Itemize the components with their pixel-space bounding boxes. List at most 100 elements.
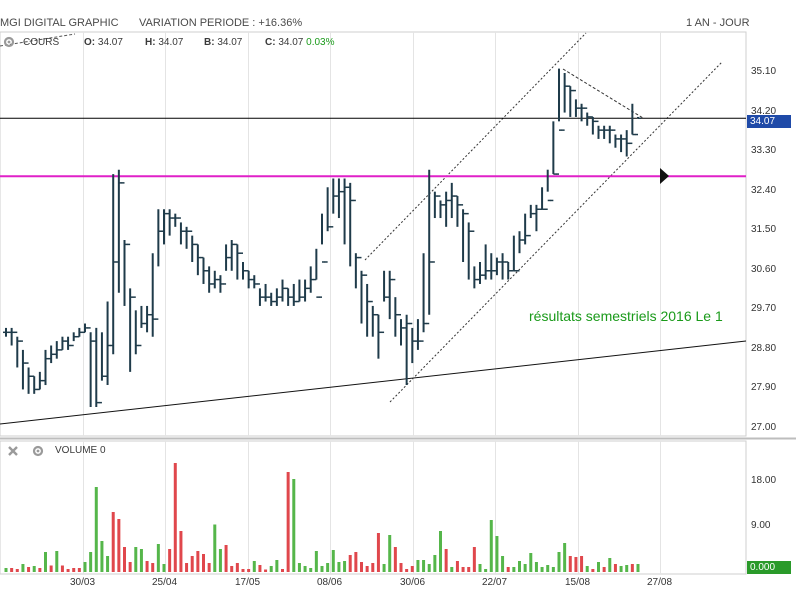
price-bar xyxy=(386,270,393,320)
price-bar xyxy=(87,327,94,408)
price-bar xyxy=(132,296,139,355)
volume-bar xyxy=(21,564,25,572)
volume-bar xyxy=(574,557,578,572)
price-bar xyxy=(234,243,241,280)
last-price-tag: 34.07 xyxy=(750,116,776,127)
volume-bar xyxy=(399,563,403,572)
volume-bar xyxy=(472,547,476,572)
settings-icon[interactable] xyxy=(3,36,15,48)
date-axis-tick-label: 22/07 xyxy=(482,577,508,588)
price-bar xyxy=(138,305,145,347)
volume-bar xyxy=(551,567,555,572)
period-selector[interactable]: 1 AN - JOUR xyxy=(686,17,750,29)
volume-bar xyxy=(422,560,426,572)
price-bar xyxy=(324,187,331,263)
volume-bar xyxy=(83,562,87,572)
price-bar xyxy=(98,332,105,404)
price-bar xyxy=(25,362,32,394)
price-bar xyxy=(618,134,625,153)
price-bar xyxy=(477,261,483,284)
volume-bar xyxy=(134,547,138,572)
volume-bar xyxy=(444,549,448,572)
price-bar xyxy=(420,253,427,342)
price-bar xyxy=(392,278,399,337)
volume-axis-tick-label: 18.00 xyxy=(751,475,777,486)
volume-bar xyxy=(27,567,31,572)
last-volume-tag-bg xyxy=(747,561,791,574)
price-bar xyxy=(70,332,77,347)
volume-bar xyxy=(630,564,634,572)
channel-upper-line xyxy=(364,32,587,261)
volume-bar xyxy=(202,554,205,572)
settings-icon[interactable] xyxy=(32,445,44,457)
volume-bar xyxy=(89,552,93,572)
price-bar xyxy=(273,288,280,306)
price-bar xyxy=(443,191,450,227)
volume-bar xyxy=(416,560,420,572)
close-icon[interactable] xyxy=(7,445,19,457)
volume-bar xyxy=(241,569,245,572)
price-bar xyxy=(612,129,619,148)
volume-bar xyxy=(60,565,64,572)
close-value: 34.07 xyxy=(278,37,304,48)
price-bar xyxy=(296,279,303,303)
price-bar xyxy=(398,313,404,346)
close-value-legend: C: 34.07 0.03% xyxy=(265,37,335,48)
price-bar xyxy=(48,345,55,364)
price-bar xyxy=(488,253,495,280)
volume-bar xyxy=(269,566,273,572)
price-bar xyxy=(375,313,382,359)
volume-bar xyxy=(546,565,550,572)
volume-bar xyxy=(235,563,239,572)
price-bar xyxy=(352,199,359,289)
volume-bar xyxy=(162,564,166,572)
volume-bar xyxy=(258,565,262,572)
price-axis-tick-label: 33.30 xyxy=(751,145,777,157)
volume-bar xyxy=(207,563,211,572)
volume-axis-tick-label: 9.00 xyxy=(751,520,771,531)
volume-value: 0 xyxy=(100,445,106,456)
date-axis-tick-label: 25/04 xyxy=(152,577,178,588)
volume-bar xyxy=(303,566,307,572)
volume-bar xyxy=(433,555,437,572)
price-bar xyxy=(448,182,455,219)
price-bar xyxy=(262,283,269,302)
price-bar xyxy=(527,204,534,237)
price-bar xyxy=(3,327,9,337)
price-bar xyxy=(493,257,500,276)
volume-bar xyxy=(506,567,510,572)
price-bar xyxy=(465,212,472,280)
price-bar xyxy=(561,73,568,131)
price-axis-tick-label: 34.20 xyxy=(751,105,777,117)
price-bar xyxy=(567,85,574,117)
volume-bar xyxy=(49,565,53,572)
last-volume-tag: 0.000 xyxy=(750,562,776,573)
volume-bar xyxy=(4,568,8,572)
price-bar xyxy=(217,275,224,293)
price-bar xyxy=(606,125,613,144)
price-bar xyxy=(144,305,151,333)
price-bar xyxy=(65,336,72,350)
volume-bar xyxy=(213,524,217,572)
volume-bar xyxy=(185,563,189,572)
volume-bar xyxy=(613,564,617,572)
price-bar xyxy=(358,256,365,324)
price-bar xyxy=(403,314,410,386)
volume-bar xyxy=(523,564,527,572)
price-bar xyxy=(426,169,433,325)
price-bar xyxy=(36,371,43,391)
price-bar xyxy=(200,256,207,284)
price-bar xyxy=(290,283,297,306)
price-bar xyxy=(595,120,602,139)
price-bar xyxy=(369,300,376,337)
volume-bar xyxy=(405,569,409,572)
price-bar xyxy=(313,248,320,298)
volume-bar xyxy=(32,566,36,572)
volume-bar xyxy=(636,564,640,572)
volume-bar xyxy=(100,541,104,572)
date-axis-tick-label: 08/06 xyxy=(317,577,343,588)
volume-bar xyxy=(597,562,600,572)
volume-bar xyxy=(568,556,572,572)
date-axis-tick-label: 27/08 xyxy=(647,577,673,588)
close-change: 0.03% xyxy=(306,37,335,48)
